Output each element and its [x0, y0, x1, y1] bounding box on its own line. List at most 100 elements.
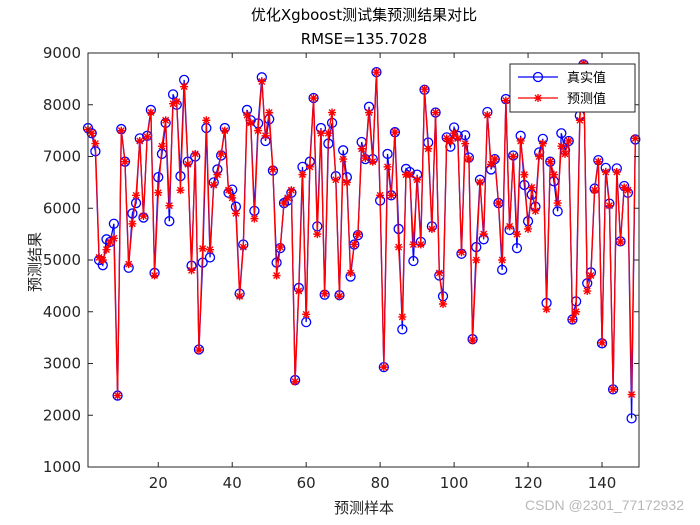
- predicted-value-point: [132, 191, 141, 200]
- y-tick-label: 6000: [43, 199, 81, 217]
- predicted-value-point: [368, 157, 377, 166]
- predicted-value-point: [169, 99, 178, 108]
- predicted-value-point: [365, 108, 374, 117]
- predicted-value-point: [357, 144, 366, 153]
- predicted-value-point: [209, 180, 218, 189]
- predicted-value-point: [457, 248, 466, 257]
- predicted-value-point: [498, 256, 507, 264]
- predicted-value-point: [475, 178, 484, 187]
- predicted-value-point: [213, 170, 222, 179]
- predicted-value-point: [320, 289, 329, 298]
- predicted-value-point: [157, 142, 166, 151]
- predicted-value-point: [586, 271, 595, 280]
- predicted-value-point: [243, 111, 252, 120]
- predicted-value-point: [302, 310, 311, 319]
- predicted-value-point: [117, 126, 126, 135]
- predicted-value-point: [309, 94, 318, 103]
- predicted-value-point: [483, 111, 492, 120]
- predicted-value-point: [575, 116, 584, 125]
- predicted-value-point: [612, 168, 621, 177]
- true-value-point: [556, 128, 567, 139]
- x-tick-label: 100: [440, 474, 469, 492]
- y-tick-label: 7000: [43, 148, 81, 166]
- tick-layer: 20 40 60 80 100 120 140 1000 2000 3000 4000 5000 600…: [43, 44, 639, 492]
- predicted-value-point: [324, 129, 333, 138]
- plot-area: [88, 53, 639, 467]
- predicted-value-point: [557, 142, 566, 151]
- predicted-value-point: [161, 116, 170, 125]
- predicted-value-point: [446, 136, 455, 145]
- predicted-value-point: [231, 209, 240, 218]
- legend-label-predicted: 预测值: [567, 91, 606, 107]
- predicted-value-point: [379, 363, 388, 372]
- predicted-value-point: [172, 97, 181, 106]
- predicted-value-point: [235, 292, 244, 301]
- predicted-value-point: [394, 243, 403, 252]
- true-value-point: [382, 148, 393, 160]
- predicted-value-point: [331, 175, 340, 184]
- predicted-value-point: [620, 183, 629, 192]
- predicted-value-point: [254, 126, 263, 135]
- predicted-value-point: [305, 162, 314, 171]
- predicted-value-point: [435, 268, 444, 277]
- predicted-value-point: [594, 157, 603, 166]
- predicted-value-point: [276, 243, 285, 252]
- predicted-value-point: [416, 240, 425, 249]
- predicted-value-point: [239, 243, 248, 252]
- predicted-value-point: [564, 136, 573, 145]
- series-predicted: [84, 59, 640, 400]
- predicted-value-point: [598, 338, 607, 347]
- predicted-value-point: [512, 230, 521, 239]
- predicted-value-point: [472, 256, 481, 264]
- predicted-value-point: [316, 129, 325, 138]
- legend-label-true: 真实值: [567, 70, 606, 86]
- predicted-value-point: [191, 149, 200, 158]
- predicted-value-point: [194, 346, 203, 355]
- predicted-value-point: [176, 186, 185, 195]
- predicted-value-point: [627, 390, 636, 399]
- predicted-value-point: [527, 183, 536, 192]
- y-tick-label: 1000: [43, 458, 81, 476]
- predicted-value-point: [520, 170, 529, 179]
- predicted-value-point: [361, 154, 370, 163]
- predicted-value-point: [376, 191, 385, 200]
- predicted-value-point: [601, 168, 610, 177]
- predicted-value-point: [113, 391, 122, 400]
- predicted-value-point: [298, 170, 307, 179]
- predicted-value-point: [561, 149, 570, 158]
- predicted-value-point: [109, 234, 118, 243]
- predicted-value-point: [350, 240, 359, 249]
- predicted-value-point: [106, 237, 115, 246]
- chart-subtitle: RMSE=135.7028: [301, 30, 428, 48]
- x-tick-label: 80: [371, 474, 390, 492]
- true-value-point: [164, 216, 175, 227]
- x-tick-label: 60: [297, 474, 316, 492]
- predicted-value-point: [154, 188, 163, 197]
- predicted-value-point: [313, 230, 322, 239]
- predicted-value-point: [198, 244, 207, 253]
- true-value-point: [105, 236, 116, 248]
- legend-box: [509, 63, 636, 113]
- predicted-value-point: [450, 129, 459, 138]
- true-value-point: [626, 413, 637, 424]
- predicted-value-point: [439, 299, 448, 308]
- predicted-value-point: [631, 134, 640, 143]
- predicted-value-point: [220, 126, 229, 135]
- predicted-value-point: [420, 85, 429, 94]
- predicted-value-point: [287, 186, 296, 195]
- predicted-value-point: [265, 108, 274, 117]
- predicted-value-point: [490, 155, 499, 164]
- predicted-value-point: [424, 144, 433, 153]
- predicted-value-point: [342, 178, 351, 187]
- predicted-value-point: [268, 165, 277, 174]
- x-tick-label: 40: [223, 474, 242, 492]
- predicted-value-point: [95, 253, 104, 262]
- true-value-point: [86, 128, 97, 139]
- predicted-value-point: [180, 82, 189, 91]
- predicted-value-point: [579, 59, 588, 68]
- predicted-value-point: [346, 268, 355, 277]
- predicted-value-point: [609, 385, 618, 394]
- predicted-value-point: [413, 175, 422, 184]
